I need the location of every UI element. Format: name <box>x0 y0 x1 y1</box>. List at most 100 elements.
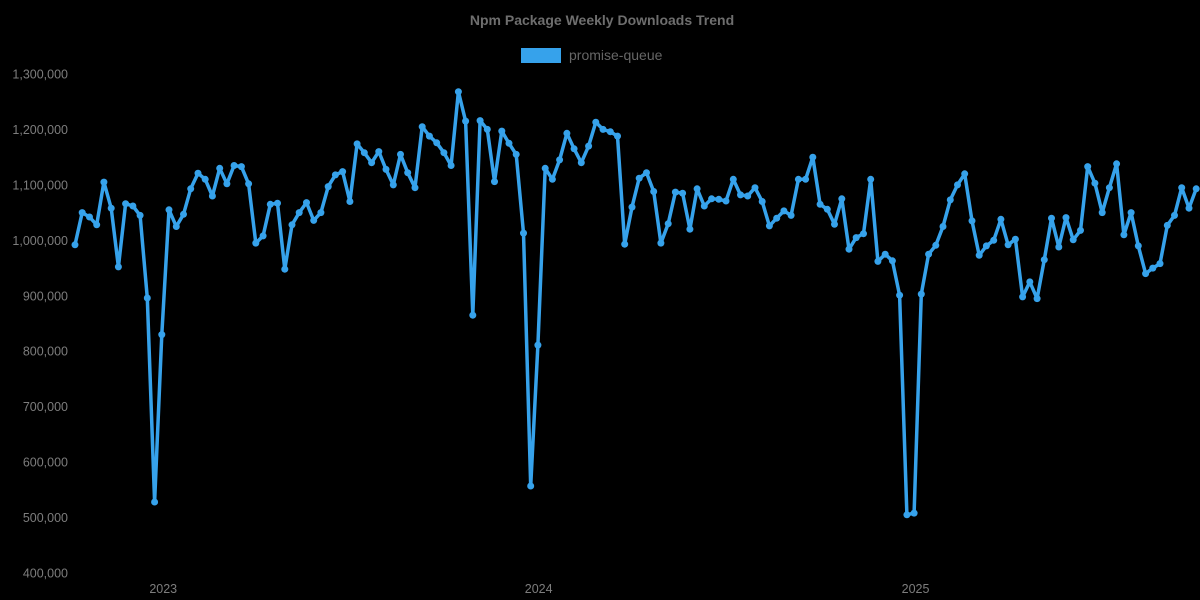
data-point[interactable] <box>252 239 260 247</box>
data-point[interactable] <box>679 189 687 197</box>
data-point[interactable] <box>1171 211 1178 219</box>
data-point[interactable] <box>990 236 998 244</box>
data-point[interactable] <box>404 169 412 177</box>
data-point[interactable] <box>888 257 896 265</box>
data-point[interactable] <box>194 169 202 177</box>
data-point[interactable] <box>368 159 376 167</box>
legend-item-promise-queue[interactable]: promise-queue <box>569 47 663 63</box>
data-point[interactable] <box>469 311 477 319</box>
data-point[interactable] <box>1120 231 1128 239</box>
data-point[interactable] <box>324 183 332 191</box>
data-point[interactable] <box>216 164 224 172</box>
data-point[interactable] <box>541 164 549 172</box>
data-point[interactable] <box>1142 270 1150 278</box>
data-point[interactable] <box>136 211 144 219</box>
data-point[interactable] <box>809 153 817 161</box>
data-point[interactable] <box>917 290 925 298</box>
data-point[interactable] <box>968 217 976 225</box>
data-point[interactable] <box>744 192 752 200</box>
data-point[interactable] <box>599 125 607 133</box>
data-point[interactable] <box>896 291 904 299</box>
data-point[interactable] <box>1055 243 1063 251</box>
data-point[interactable] <box>664 220 672 228</box>
data-point[interactable] <box>1084 163 1092 171</box>
data-point[interactable] <box>556 156 564 164</box>
data-point[interactable] <box>411 184 419 192</box>
data-point[interactable] <box>158 331 166 339</box>
data-point[interactable] <box>281 265 289 273</box>
data-point[interactable] <box>288 221 296 229</box>
data-point[interactable] <box>606 128 614 136</box>
data-point[interactable] <box>939 223 947 230</box>
data-point[interactable] <box>223 180 231 188</box>
data-point[interactable] <box>1062 214 1070 222</box>
data-point[interactable] <box>881 250 889 258</box>
data-point[interactable] <box>982 242 990 250</box>
data-point[interactable] <box>100 178 108 186</box>
data-point[interactable] <box>838 195 846 203</box>
data-point[interactable] <box>867 175 875 183</box>
data-point[interactable] <box>1127 209 1135 217</box>
data-point[interactable] <box>1026 278 1034 286</box>
data-point[interactable] <box>172 223 180 230</box>
data-point[interactable] <box>585 142 593 150</box>
data-point[interactable] <box>643 169 650 177</box>
data-point[interactable] <box>462 117 470 125</box>
data-point[interactable] <box>454 88 462 96</box>
data-point[interactable] <box>375 148 383 156</box>
data-point[interactable] <box>592 118 600 126</box>
data-point[interactable] <box>93 221 101 229</box>
data-point[interactable] <box>751 184 759 192</box>
data-point[interactable] <box>997 215 1005 223</box>
data-point[interactable] <box>440 149 448 157</box>
data-point[interactable] <box>303 199 310 207</box>
data-point[interactable] <box>903 511 911 519</box>
data-point[interactable] <box>476 117 484 125</box>
data-point[interactable] <box>143 294 151 302</box>
data-point[interactable] <box>780 207 788 215</box>
data-point[interactable] <box>165 206 173 214</box>
data-point[interactable] <box>1091 179 1099 187</box>
data-point[interactable] <box>570 145 578 153</box>
data-point[interactable] <box>527 482 535 490</box>
data-point[interactable] <box>433 139 441 147</box>
data-point[interactable] <box>346 198 354 205</box>
data-point[interactable] <box>802 175 810 183</box>
data-point[interactable] <box>1192 185 1200 193</box>
data-point[interactable] <box>722 197 730 205</box>
data-point[interactable] <box>961 170 969 178</box>
data-point[interactable] <box>845 245 853 253</box>
data-point[interactable] <box>71 241 79 249</box>
data-point[interactable] <box>1105 184 1113 192</box>
data-point[interactable] <box>614 132 621 140</box>
data-point[interactable] <box>259 232 267 240</box>
data-point[interactable] <box>78 209 86 217</box>
data-point[interactable] <box>1011 235 1019 243</box>
data-point[interactable] <box>1069 236 1077 244</box>
data-point[interactable] <box>425 132 433 140</box>
data-point[interactable] <box>1098 209 1106 217</box>
data-point[interactable] <box>491 178 498 186</box>
legend-swatch[interactable] <box>521 47 561 63</box>
data-point[interactable] <box>852 234 860 242</box>
data-point[interactable] <box>787 211 795 219</box>
data-point[interactable] <box>693 185 701 193</box>
data-point[interactable] <box>577 159 585 167</box>
data-point[interactable] <box>1113 160 1121 168</box>
data-point[interactable] <box>758 198 766 205</box>
data-point[interactable] <box>816 200 824 208</box>
data-point[interactable] <box>621 240 629 248</box>
data-point[interactable] <box>266 200 274 208</box>
data-point[interactable] <box>1033 295 1041 303</box>
data-point[interactable] <box>86 213 93 221</box>
data-point[interactable] <box>129 202 137 210</box>
data-point[interactable] <box>483 125 491 133</box>
data-point[interactable] <box>180 210 187 218</box>
data-point[interactable] <box>245 180 253 188</box>
data-point[interactable] <box>628 203 636 211</box>
data-point[interactable] <box>1019 293 1027 301</box>
data-point[interactable] <box>274 199 281 207</box>
data-point[interactable] <box>498 127 506 135</box>
data-point[interactable] <box>151 498 159 506</box>
